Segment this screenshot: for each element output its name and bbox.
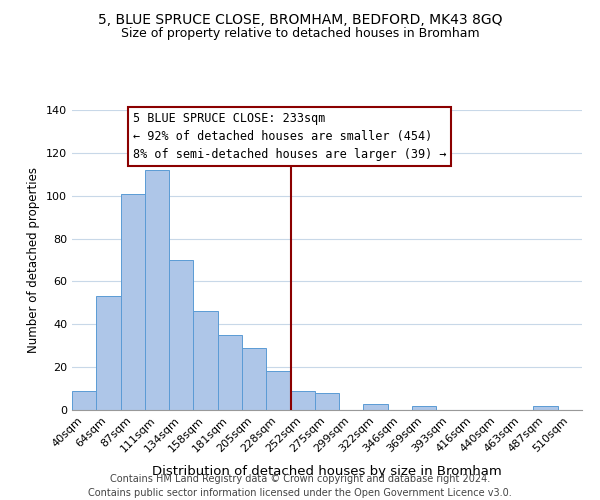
X-axis label: Distribution of detached houses by size in Bromham: Distribution of detached houses by size … xyxy=(152,465,502,478)
Text: 5, BLUE SPRUCE CLOSE, BROMHAM, BEDFORD, MK43 8GQ: 5, BLUE SPRUCE CLOSE, BROMHAM, BEDFORD, … xyxy=(98,12,502,26)
Bar xyxy=(193,312,218,410)
Bar xyxy=(72,390,96,410)
Bar xyxy=(533,406,558,410)
Text: 5 BLUE SPRUCE CLOSE: 233sqm
← 92% of detached houses are smaller (454)
8% of sem: 5 BLUE SPRUCE CLOSE: 233sqm ← 92% of det… xyxy=(133,112,446,161)
Bar xyxy=(242,348,266,410)
Bar xyxy=(364,404,388,410)
Bar xyxy=(290,390,315,410)
Bar xyxy=(169,260,193,410)
Bar xyxy=(315,393,339,410)
Bar xyxy=(96,296,121,410)
Text: Size of property relative to detached houses in Bromham: Size of property relative to detached ho… xyxy=(121,28,479,40)
Bar xyxy=(218,335,242,410)
Y-axis label: Number of detached properties: Number of detached properties xyxy=(28,167,40,353)
Bar xyxy=(266,372,290,410)
Text: Contains HM Land Registry data © Crown copyright and database right 2024.
Contai: Contains HM Land Registry data © Crown c… xyxy=(88,474,512,498)
Bar xyxy=(145,170,169,410)
Bar xyxy=(412,406,436,410)
Bar xyxy=(121,194,145,410)
